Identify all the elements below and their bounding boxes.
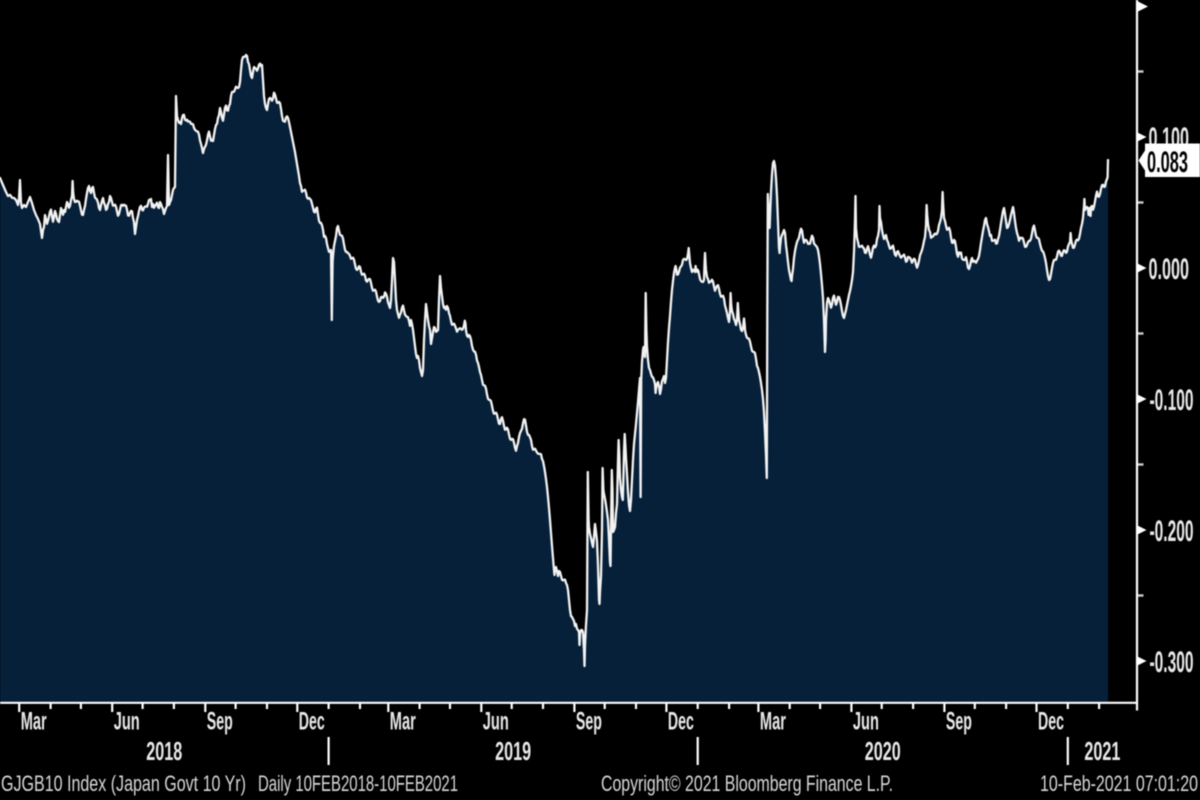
svg-text:Dec: Dec [668, 708, 694, 736]
svg-text:Jun: Jun [483, 708, 509, 736]
svg-text:2020: 2020 [865, 736, 901, 766]
svg-text:Mar: Mar [390, 708, 416, 736]
svg-text:-0.200: -0.200 [1150, 515, 1194, 548]
svg-text:2018: 2018 [146, 736, 182, 766]
svg-text:Copyright© 2021 Bloomberg Fina: Copyright© 2021 Bloomberg Finance L.P. [601, 771, 893, 796]
svg-text:Sep: Sep [207, 708, 233, 736]
svg-text:10-Feb-2021 07:01:20: 10-Feb-2021 07:01:20 [1040, 771, 1198, 796]
svg-text:Sep: Sep [576, 708, 602, 736]
svg-text:0.083: 0.083 [1147, 146, 1188, 179]
svg-text:Dec: Dec [299, 708, 325, 736]
svg-text:Mar: Mar [21, 708, 47, 736]
svg-text:Mar: Mar [760, 708, 786, 736]
svg-text:Daily 10FEB2018-10FEB2021: Daily 10FEB2018-10FEB2021 [258, 771, 458, 796]
svg-text:2019: 2019 [495, 736, 531, 766]
svg-text:-0.100: -0.100 [1150, 384, 1194, 417]
svg-text:Jun: Jun [853, 708, 879, 736]
svg-text:-0.300: -0.300 [1150, 646, 1194, 679]
svg-text:Dec: Dec [1038, 708, 1064, 736]
svg-text:2021: 2021 [1084, 736, 1120, 766]
svg-text:Jun: Jun [114, 708, 140, 736]
svg-text:GJGB10 Index (Japan Govt 10 Yr: GJGB10 Index (Japan Govt 10 Yr) [1, 771, 246, 796]
svg-text:Sep: Sep [946, 708, 972, 736]
svg-text:0.000: 0.000 [1149, 253, 1190, 286]
